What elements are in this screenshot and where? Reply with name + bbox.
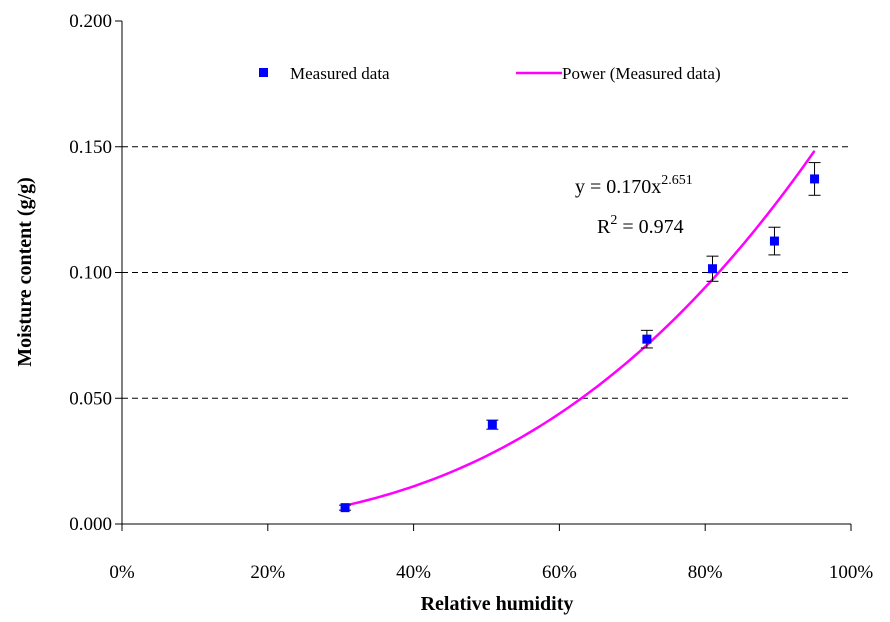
r-squared-value: = 0.974 <box>617 216 683 238</box>
data-point-group <box>486 419 499 430</box>
y-tick-label: 0.150 <box>69 137 112 158</box>
axis-layer: 0.000 0.050 0.100 0.150 0.200 0% 20% 40% 60% 80% 1… <box>69 11 873 583</box>
data-point <box>642 334 652 344</box>
data-point <box>707 264 717 274</box>
data-point-group <box>768 226 781 256</box>
x-tick-label: 60% <box>542 562 577 583</box>
legend-label-power: Power (Measured data) <box>562 64 721 83</box>
fit-equation-exponent: 2.651 <box>661 173 693 188</box>
fit-line <box>344 150 816 507</box>
r-squared-superscript: 2 <box>610 213 617 228</box>
y-tick-label: 0.000 <box>69 514 112 535</box>
r-squared: R2 = 0.974 <box>597 213 684 238</box>
fit-equation: y = 0.170x2.651 <box>575 173 693 198</box>
legend-marker-measured <box>259 68 268 77</box>
data-point <box>340 503 350 513</box>
data-point <box>810 174 820 184</box>
x-tick-label: 0% <box>109 562 135 583</box>
x-tick-label: 20% <box>250 562 285 583</box>
annotation-layer: y = 0.170x2.651 R2 = 0.974 <box>575 173 693 238</box>
data-point <box>487 420 497 430</box>
data-point-group <box>706 255 719 282</box>
data-point <box>769 236 779 246</box>
data-point-group <box>339 503 352 513</box>
x-tick-label: 40% <box>396 562 431 583</box>
x-tick-label: 80% <box>688 562 723 583</box>
legend: Measured data Power (Measured data) <box>259 64 721 83</box>
grid-layer <box>122 146 851 399</box>
legend-label-measured: Measured data <box>290 64 390 83</box>
y-tick-label: 0.050 <box>69 388 112 409</box>
y-axis-title: Moisture content (g/g) <box>14 177 36 367</box>
data-point-group <box>808 162 821 196</box>
x-tick-label: 100% <box>829 562 874 583</box>
y-tick-label: 0.200 <box>69 11 112 32</box>
y-tick-label: 0.100 <box>69 263 112 284</box>
x-axis-title: Relative humidity <box>421 593 574 615</box>
data-point-group <box>640 329 653 349</box>
series-layer <box>339 150 821 513</box>
